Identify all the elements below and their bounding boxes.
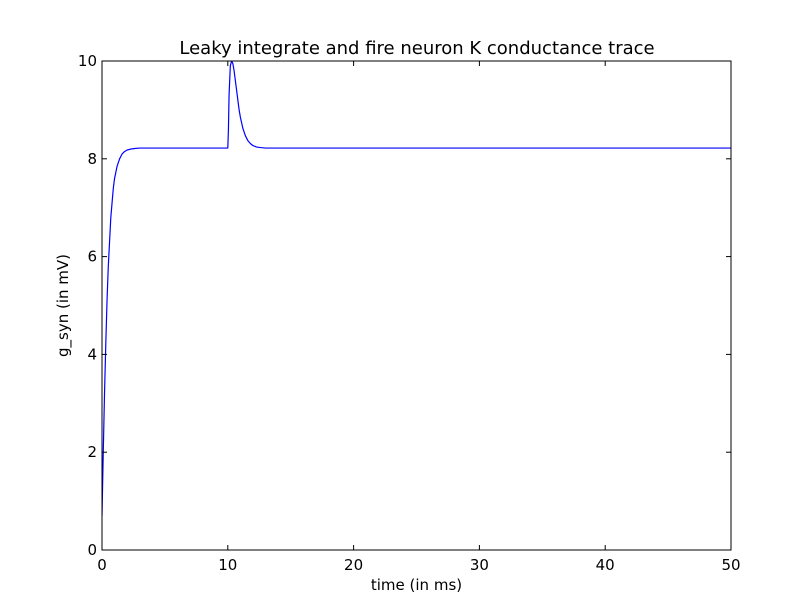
series-line-0 <box>102 61 731 516</box>
y-axis-label: g_syn (in mV) <box>54 254 73 357</box>
x-axis-label: time (in ms) <box>371 576 462 594</box>
x-tick-label-50: 50 <box>721 556 740 574</box>
y-tick-label-8: 8 <box>87 150 97 168</box>
y-tick-label-6: 6 <box>87 248 97 266</box>
chart-title: Leaky integrate and fire neuron K conduc… <box>179 38 654 59</box>
y-tick-label-10: 10 <box>78 52 97 70</box>
x-tick-label-20: 20 <box>344 556 363 574</box>
y-tick-label-2: 2 <box>87 443 97 461</box>
plot-frame <box>101 60 732 551</box>
x-tick-label-10: 10 <box>218 556 237 574</box>
axis-ticks: 0 10 20 30 40 50 0 2 4 6 8 10 <box>78 52 741 574</box>
x-tick-label-0: 0 <box>97 556 107 574</box>
x-tick-label-40: 40 <box>596 556 615 574</box>
y-tick-label-0: 0 <box>87 541 97 559</box>
plot-area <box>102 61 731 516</box>
y-tick-label-4: 4 <box>87 345 97 363</box>
x-tick-label-30: 30 <box>470 556 489 574</box>
